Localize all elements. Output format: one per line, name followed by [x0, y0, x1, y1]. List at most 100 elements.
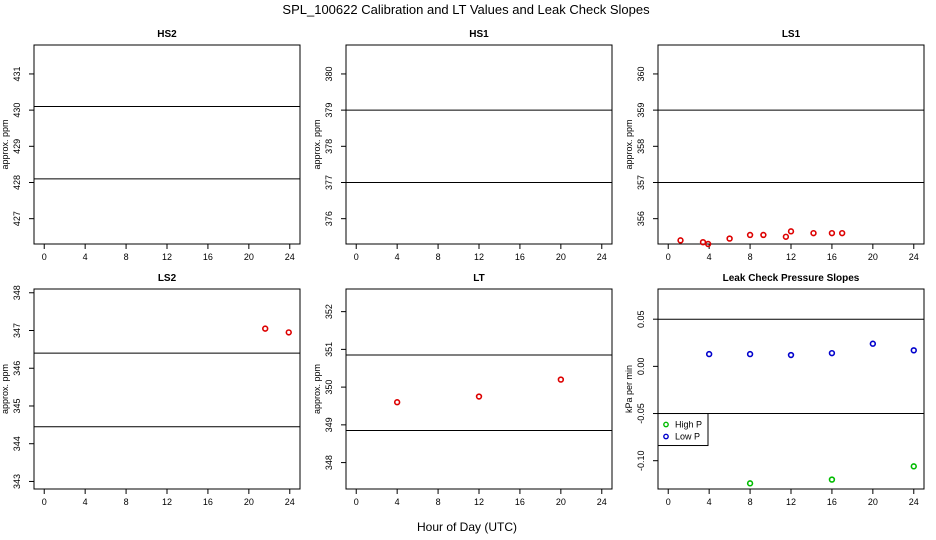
x-tick-label: 4: [83, 252, 88, 262]
x-tick-label: 12: [162, 252, 172, 262]
y-tick-label: 347: [12, 323, 22, 338]
x-tick-label: 8: [436, 497, 441, 507]
data-point: [262, 325, 269, 332]
x-tick-label: 24: [597, 252, 607, 262]
x-tick-label: 8: [748, 497, 753, 507]
data-point: [787, 351, 795, 359]
data-point: [869, 340, 877, 347]
plot-frame: [345, 288, 613, 490]
data-point: [475, 393, 483, 400]
y-tick-label: 427: [12, 211, 22, 226]
x-tick-label: 8: [436, 252, 441, 262]
y-tick-label: 356: [636, 211, 646, 226]
x-tick-label: 16: [203, 252, 213, 262]
y-tick-label: 358: [636, 139, 646, 154]
x-tick-label: 24: [597, 497, 607, 507]
figure-title: SPL_100622 Calibration and LT Values and…: [282, 2, 650, 17]
x-tick-label: 16: [203, 497, 213, 507]
legend-box: [657, 413, 709, 447]
y-tick-label: 360: [636, 66, 646, 81]
y-tick-label: -0.05: [636, 403, 646, 424]
x-tick-label: 20: [556, 497, 566, 507]
data-point: [746, 231, 754, 239]
y-tick-label: 343: [12, 474, 22, 489]
plot-frame: [33, 44, 301, 245]
data-point: [557, 376, 565, 383]
y-axis-label: approx. ppm: [312, 119, 322, 169]
y-tick-label: 348: [324, 455, 334, 470]
panel-leak: Leak Check Pressure Slopes 0 4 8 12 16 20 24 -0.…: [624, 273, 925, 507]
legend-marker: [663, 421, 669, 428]
x-tick-label: 20: [244, 252, 254, 262]
data-point: [810, 229, 817, 237]
panel-hs2: HS2 0 4 8 12 16 20 24 427 428 429 430 431 approx. ppm: [0, 29, 301, 262]
x-tick-label: 0: [354, 497, 359, 507]
y-tick-label: 348: [12, 285, 22, 300]
x-tick-label: 4: [707, 252, 712, 262]
x-tick-label: 16: [827, 497, 837, 507]
data-point: [838, 229, 846, 237]
x-tick-label: 0: [42, 497, 47, 507]
panel-title: LT: [473, 273, 484, 284]
panel-hs1: HS1 0 4 8 12 16 20 24 376 377 378 379 380 approx. ppm: [312, 29, 613, 262]
x-tick-label: 20: [868, 252, 878, 262]
y-tick-label: 429: [12, 139, 22, 154]
y-tick-label: 430: [12, 103, 22, 118]
data-point: [787, 228, 795, 235]
data-point: [746, 480, 754, 487]
data-point: [828, 476, 836, 483]
y-tick-label: 349: [324, 417, 334, 432]
x-tick-label: 20: [868, 497, 878, 507]
data-point: [677, 237, 684, 244]
data-point: [746, 350, 754, 358]
figure-xlabel: Hour of Day (UTC): [417, 520, 517, 534]
x-tick-label: 20: [244, 497, 254, 507]
x-tick-label: 12: [786, 497, 796, 507]
panel-title: LS1: [782, 29, 801, 40]
x-tick-label: 8: [124, 497, 129, 507]
y-tick-label: 344: [12, 436, 22, 451]
data-point: [393, 399, 401, 406]
y-tick-label: 377: [324, 175, 334, 190]
x-tick-label: 4: [395, 497, 400, 507]
panel-ls1: LS1 0 4 8 12 16 20 24 356 357 358 359 360 approx. ppm: [624, 29, 925, 262]
data-point: [699, 238, 707, 246]
y-tick-label: 0.05: [636, 310, 646, 328]
data-point: [910, 463, 917, 470]
y-tick-label: 351: [324, 342, 334, 357]
panel-title: LS2: [158, 273, 177, 284]
y-axis-label: approx. ppm: [312, 364, 322, 414]
legend-label: High P: [675, 420, 702, 430]
y-tick-label: -0.10: [636, 450, 646, 471]
x-tick-label: 24: [285, 252, 295, 262]
y-tick-label: 346: [12, 361, 22, 376]
y-tick-label: 431: [12, 66, 22, 81]
x-tick-label: 12: [474, 497, 484, 507]
x-tick-label: 4: [707, 497, 712, 507]
y-tick-label: 380: [324, 66, 334, 81]
x-tick-label: 12: [786, 252, 796, 262]
data-point: [285, 329, 292, 336]
x-tick-label: 24: [909, 497, 919, 507]
panel-lt: LT 0 4 8 12 16 20 24 348 349 350 351 352 approx. ppm: [312, 273, 613, 507]
panel-ls2: LS2 0 4 8 12 16 20 24 343 344 345 346 347 348 approx. …: [0, 273, 301, 507]
data-point: [828, 349, 836, 357]
x-tick-label: 4: [395, 252, 400, 262]
x-tick-label: 20: [556, 252, 566, 262]
x-tick-label: 8: [124, 252, 129, 262]
panels: HS2 0 4 8 12 16 20 24 427 428 429 430 431 approx. ppm…: [0, 29, 925, 507]
panel-title: HS2: [157, 29, 177, 40]
legend-marker: [663, 433, 669, 440]
y-axis-label: approx. ppm: [0, 364, 10, 414]
data-point: [910, 347, 917, 354]
x-tick-label: 16: [515, 252, 525, 262]
x-tick-label: 0: [666, 497, 671, 507]
data-point: [704, 240, 712, 248]
y-tick-label: 0.00: [636, 358, 646, 376]
x-tick-label: 16: [827, 252, 837, 262]
x-tick-label: 24: [909, 252, 919, 262]
x-tick-label: 8: [748, 252, 753, 262]
y-tick-label: 357: [636, 175, 646, 190]
y-tick-label: 378: [324, 139, 334, 154]
y-tick-label: 345: [12, 398, 22, 413]
